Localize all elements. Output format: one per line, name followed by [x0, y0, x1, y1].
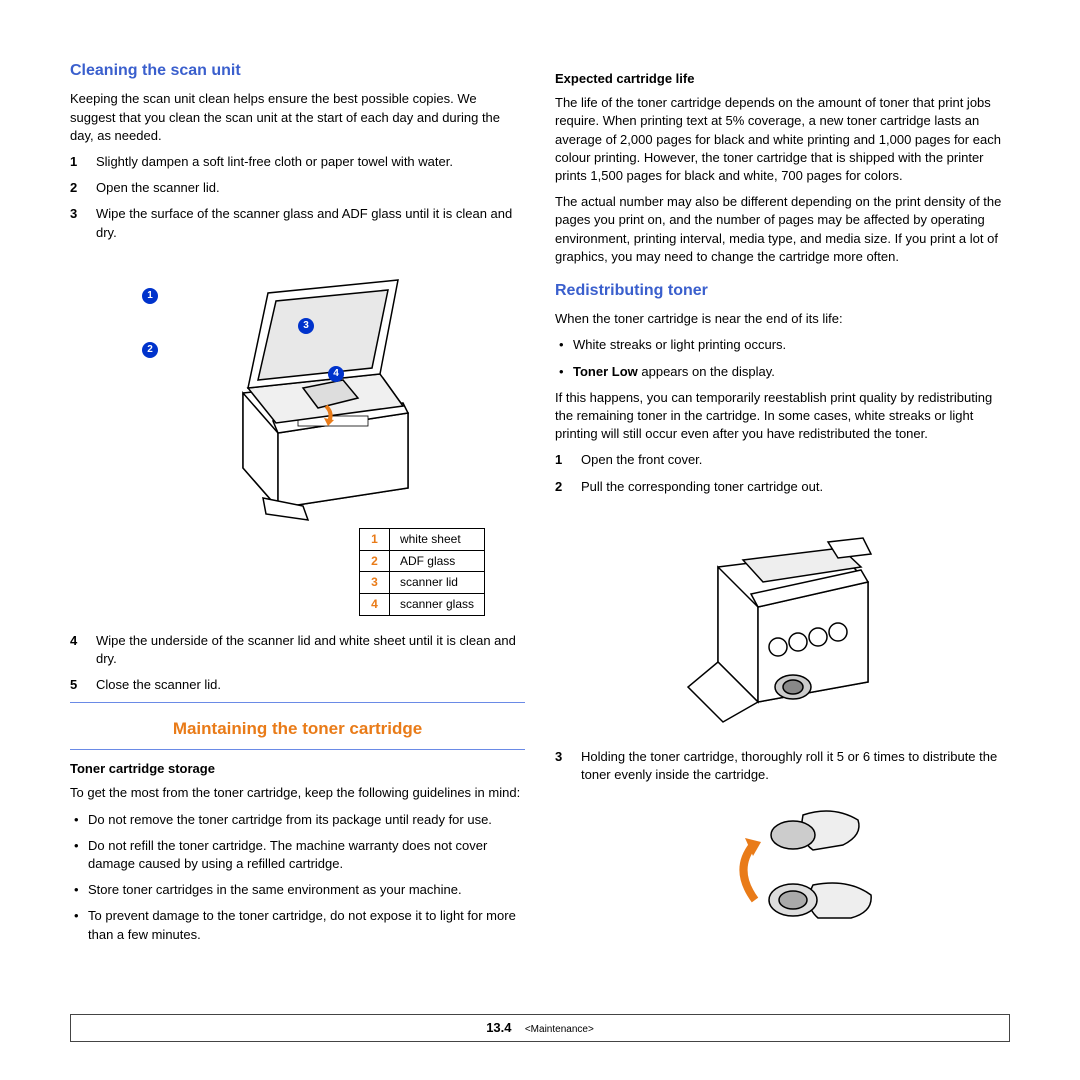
step-1: 1 Slightly dampen a soft lint-free cloth…: [70, 153, 525, 171]
redis-intro: When the toner cartridge is near the end…: [555, 310, 1010, 328]
storage-bullet-4: To prevent damage to the toner cartridge…: [70, 907, 525, 943]
page-number: 13.4: [486, 1020, 511, 1035]
printer-open-figure: [555, 512, 1010, 732]
section-rule-top: [70, 702, 525, 703]
callout-4: 4: [328, 366, 344, 382]
redis-para-2: If this happens, you can temporarily ree…: [555, 389, 1010, 444]
life-para-2: The actual number may also be different …: [555, 193, 1010, 266]
callout-3: 3: [298, 318, 314, 334]
scanner-figure: 1 2 3 4 1white sheet 2ADF glass 3scanner…: [70, 258, 525, 616]
page-footer: 13.4 <Maintenance>: [70, 1014, 1010, 1042]
heading-cleaning: Cleaning the scan unit: [70, 60, 525, 82]
step-5: 5 Close the scanner lid.: [70, 676, 525, 694]
cleaning-intro: Keeping the scan unit clean helps ensure…: [70, 90, 525, 145]
step-2: 2 Open the scanner lid.: [70, 179, 525, 197]
redis-step-3: 3 Holding the toner cartridge, thoroughl…: [555, 748, 1010, 784]
redis-step-1: 1 Open the front cover.: [555, 451, 1010, 469]
storage-intro: To get the most from the toner cartridge…: [70, 784, 525, 802]
section-label: <Maintenance>: [525, 1024, 594, 1035]
callout-2: 2: [142, 342, 158, 358]
step-3: 3 Wipe the surface of the scanner glass …: [70, 205, 525, 241]
redis-bullet-1: White streaks or light printing occurs.: [555, 336, 1010, 354]
roll-cartridge-illustration: [683, 800, 883, 930]
scanner-illustration: [148, 258, 448, 528]
left-column: Cleaning the scan unit Keeping the scan …: [70, 60, 525, 952]
heading-maintaining: Maintaining the toner cartridge: [70, 717, 525, 741]
right-column: Expected cartridge life The life of the …: [555, 60, 1010, 952]
storage-bullet-1: Do not remove the toner cartridge from i…: [70, 811, 525, 829]
roll-cartridge-figure: [555, 800, 1010, 930]
heading-redistributing: Redistributing toner: [555, 280, 1010, 302]
heading-expected-life: Expected cartridge life: [555, 70, 1010, 88]
redis-bullet-2: Toner Low appears on the display.: [555, 363, 1010, 381]
callout-1: 1: [142, 288, 158, 304]
step-4: 4 Wipe the underside of the scanner lid …: [70, 632, 525, 668]
legend-table: 1white sheet 2ADF glass 3scanner lid 4sc…: [359, 528, 485, 616]
storage-bullet-3: Store toner cartridges in the same envir…: [70, 881, 525, 899]
section-rule-bottom: [70, 749, 525, 750]
printer-open-illustration: [663, 512, 903, 732]
storage-bullet-2: Do not refill the toner cartridge. The m…: [70, 837, 525, 873]
redis-step-2: 2 Pull the corresponding toner cartridge…: [555, 478, 1010, 496]
heading-storage: Toner cartridge storage: [70, 760, 525, 778]
life-para-1: The life of the toner cartridge depends …: [555, 94, 1010, 185]
